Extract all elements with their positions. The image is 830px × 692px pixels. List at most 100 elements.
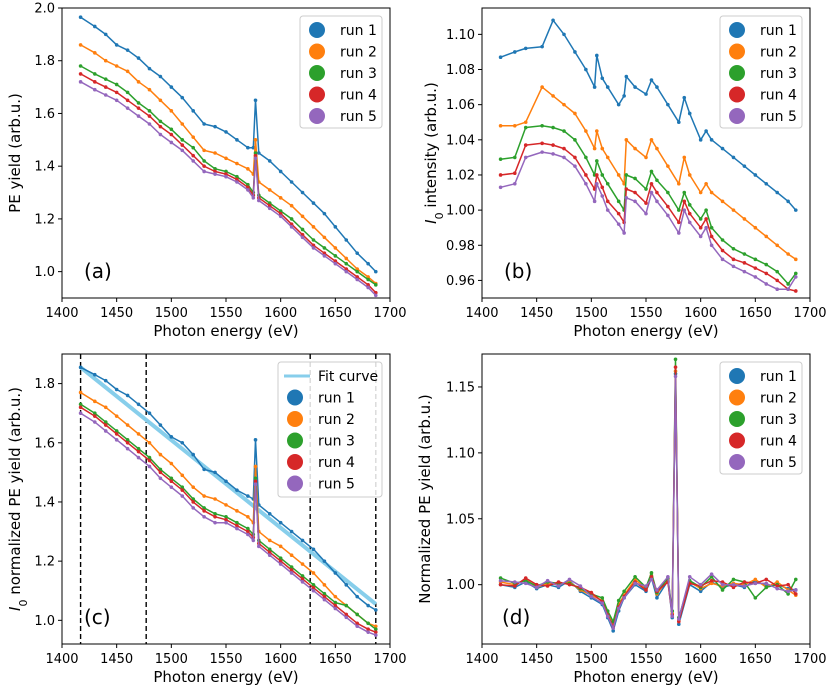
data-point bbox=[278, 209, 283, 213]
data-point bbox=[125, 438, 130, 442]
series-line-run-2 bbox=[500, 86, 797, 260]
data-point bbox=[562, 146, 566, 151]
legend-marker bbox=[729, 454, 745, 470]
data-point bbox=[600, 194, 605, 198]
x-tick-label: 1550 bbox=[209, 306, 242, 321]
data-point bbox=[616, 102, 621, 107]
data-point bbox=[289, 568, 294, 572]
data-point bbox=[523, 155, 528, 160]
data-point bbox=[704, 181, 708, 186]
y-tick-label: 1.05 bbox=[446, 512, 475, 527]
data-point bbox=[720, 257, 725, 262]
data-point bbox=[709, 243, 714, 248]
panel-label: (b) bbox=[504, 259, 532, 283]
data-point bbox=[103, 85, 108, 89]
legend: run 1 run 2 run 3 run 4 run 5 bbox=[719, 361, 803, 475]
data-point bbox=[344, 603, 349, 608]
data-point bbox=[246, 167, 250, 171]
data-point bbox=[677, 220, 681, 225]
data-point bbox=[682, 208, 687, 212]
data-point bbox=[147, 87, 152, 92]
data-point bbox=[649, 181, 654, 186]
data-point bbox=[213, 497, 217, 501]
legend-label: run 4 bbox=[340, 88, 377, 104]
data-point bbox=[180, 488, 185, 492]
data-point bbox=[682, 95, 687, 100]
legend-marker bbox=[729, 22, 745, 38]
data-point bbox=[633, 146, 637, 151]
data-point bbox=[556, 584, 561, 588]
data-point bbox=[731, 246, 736, 251]
data-point bbox=[589, 590, 594, 595]
data-point bbox=[753, 257, 758, 262]
data-point bbox=[147, 464, 152, 469]
data-point bbox=[267, 553, 272, 558]
data-point bbox=[311, 246, 316, 250]
data-point bbox=[616, 211, 621, 216]
data-point bbox=[147, 109, 152, 113]
legend-label: run 4 bbox=[760, 88, 797, 104]
data-point bbox=[93, 414, 97, 418]
data-point bbox=[624, 196, 629, 200]
x-tick-label: 1450 bbox=[520, 306, 553, 321]
x-tick-label: 1600 bbox=[264, 652, 297, 667]
data-point bbox=[595, 159, 599, 163]
data-point bbox=[333, 603, 338, 608]
data-point bbox=[251, 196, 256, 200]
data-point bbox=[300, 214, 305, 219]
data-point bbox=[720, 588, 725, 592]
data-point bbox=[720, 582, 725, 587]
data-point bbox=[649, 577, 654, 582]
series-line-run-1 bbox=[80, 366, 377, 611]
series-line-run-5 bbox=[500, 151, 797, 290]
y-axis-label: I0 intensity (arb.u.) bbox=[422, 82, 446, 224]
data-point bbox=[191, 109, 195, 113]
data-point bbox=[311, 547, 316, 552]
data-point bbox=[333, 571, 338, 575]
data-point bbox=[235, 138, 239, 142]
data-point bbox=[698, 217, 703, 221]
data-point bbox=[93, 51, 97, 55]
data-point bbox=[775, 287, 779, 292]
data-point bbox=[673, 374, 678, 379]
data-point bbox=[513, 181, 517, 186]
data-point bbox=[742, 252, 747, 256]
x-tick-label: 1550 bbox=[629, 306, 662, 321]
data-point bbox=[595, 181, 599, 186]
legend-label: run 4 bbox=[760, 434, 797, 450]
data-point bbox=[605, 85, 610, 89]
x-tick-label: 1500 bbox=[575, 306, 608, 321]
data-point bbox=[600, 185, 605, 190]
data-point bbox=[93, 372, 97, 377]
data-point bbox=[322, 594, 327, 599]
y-axis-label: I0 normalized PE yield (arb.u.) bbox=[6, 387, 30, 611]
data-point bbox=[147, 66, 152, 71]
data-point bbox=[93, 24, 97, 29]
data-point bbox=[191, 452, 195, 457]
data-point bbox=[289, 203, 294, 208]
data-point bbox=[136, 446, 141, 451]
legend-marker bbox=[287, 389, 303, 406]
data-point bbox=[246, 182, 250, 187]
data-point bbox=[731, 577, 736, 582]
data-point bbox=[775, 580, 779, 584]
data-point bbox=[202, 494, 206, 498]
data-point bbox=[78, 402, 83, 407]
data-point bbox=[633, 176, 637, 181]
y-tick-label: 1.0 bbox=[34, 614, 55, 629]
data-point bbox=[655, 588, 659, 592]
data-point bbox=[673, 365, 678, 369]
data-point bbox=[344, 256, 349, 261]
data-point bbox=[355, 267, 360, 271]
data-point bbox=[355, 275, 360, 279]
data-point bbox=[687, 211, 692, 216]
panel-label: (d) bbox=[502, 605, 530, 629]
data-point bbox=[311, 588, 316, 593]
x-tick-label: 1500 bbox=[155, 652, 188, 667]
data-point bbox=[655, 85, 659, 89]
data-point bbox=[202, 169, 206, 174]
y-tick-label: 1.06 bbox=[446, 98, 475, 113]
data-point bbox=[731, 208, 736, 212]
data-point bbox=[235, 174, 239, 179]
